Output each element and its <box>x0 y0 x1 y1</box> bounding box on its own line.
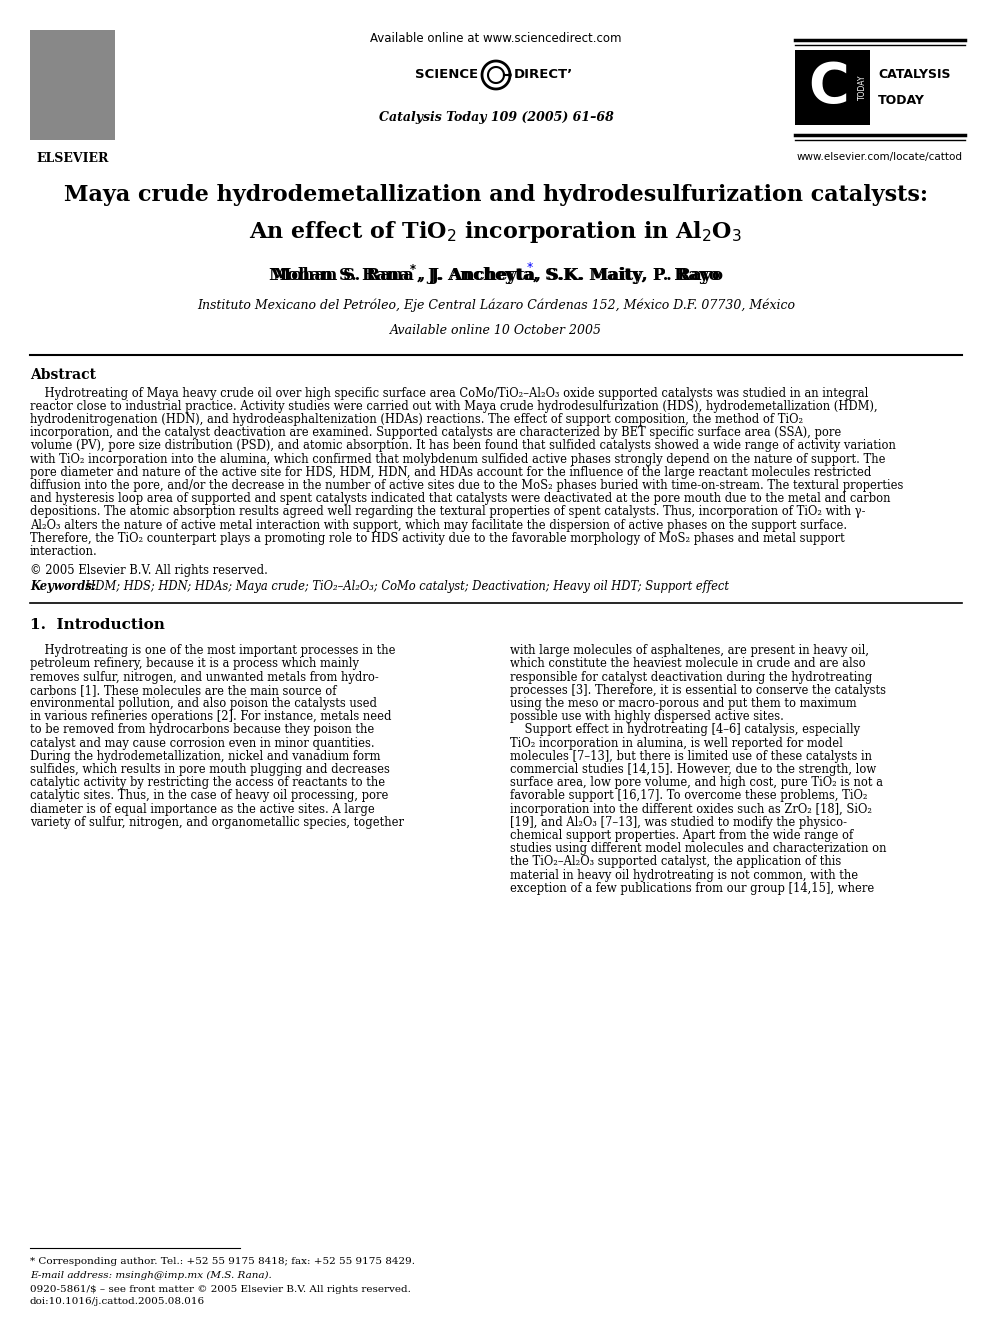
Text: Mohan S. Rana$^{\mathbf{*}}$, J. Ancheyta, S.K. Maity, P. Rayo: Mohan S. Rana$^{\mathbf{*}}$, J. Ancheyt… <box>268 263 724 287</box>
Text: chemical support properties. Apart from the wide range of: chemical support properties. Apart from … <box>510 830 853 841</box>
Text: Al₂O₃ alters the nature of active metal interaction with support, which may faci: Al₂O₃ alters the nature of active metal … <box>30 519 847 532</box>
Text: sulfides, which results in pore mouth plugging and decreases: sulfides, which results in pore mouth pl… <box>30 763 390 775</box>
Text: catalytic activity by restricting the access of reactants to the: catalytic activity by restricting the ac… <box>30 777 385 789</box>
Text: Available online 10 October 2005: Available online 10 October 2005 <box>390 324 602 336</box>
Text: 1.  Introduction: 1. Introduction <box>30 618 165 631</box>
Text: Keywords:: Keywords: <box>30 579 96 593</box>
Text: [19], and Al₂O₃ [7–13], was studied to modify the physico-: [19], and Al₂O₃ [7–13], was studied to m… <box>510 816 847 828</box>
Text: Catalysis Today 109 (2005) 61–68: Catalysis Today 109 (2005) 61–68 <box>379 111 613 124</box>
Text: volume (PV), pore size distribution (PSD), and atomic absorption. It has been fo: volume (PV), pore size distribution (PSD… <box>30 439 896 452</box>
Text: commercial studies [14,15]. However, due to the strength, low: commercial studies [14,15]. However, due… <box>510 763 876 775</box>
Text: Mohan S. Rana , J. Ancheyta, S.K. Maity, P. Rayo: Mohan S. Rana , J. Ancheyta, S.K. Maity,… <box>273 266 719 283</box>
Text: possible use with highly dispersed active sites.: possible use with highly dispersed activ… <box>510 710 784 724</box>
Text: in various refineries operations [2]. For instance, metals need: in various refineries operations [2]. Fo… <box>30 710 392 724</box>
Text: Support effect in hydrotreating [4–6] catalysis, especially: Support effect in hydrotreating [4–6] ca… <box>510 724 860 737</box>
Text: E-mail address: msingh@imp.mx (M.S. Rana).: E-mail address: msingh@imp.mx (M.S. Rana… <box>30 1270 272 1279</box>
Text: reactor close to industrial practice. Activity studies were carried out with May: reactor close to industrial practice. Ac… <box>30 400 878 413</box>
Text: catalyst and may cause corrosion even in minor quantities.: catalyst and may cause corrosion even in… <box>30 737 375 750</box>
Text: environmental pollution, and also poison the catalysts used: environmental pollution, and also poison… <box>30 697 377 710</box>
Text: *: * <box>527 262 533 274</box>
Text: incorporation into the different oxides such as ZrO₂ [18], SiO₂: incorporation into the different oxides … <box>510 803 872 815</box>
Text: molecules [7–13], but there is limited use of these catalysts in: molecules [7–13], but there is limited u… <box>510 750 872 762</box>
Text: carbons [1]. These molecules are the main source of: carbons [1]. These molecules are the mai… <box>30 684 336 697</box>
Text: doi:10.1016/j.cattod.2005.08.016: doi:10.1016/j.cattod.2005.08.016 <box>30 1297 205 1306</box>
Text: and hysteresis loop area of supported and spent catalysts indicated that catalys: and hysteresis loop area of supported an… <box>30 492 891 505</box>
Text: 0920-5861/$ – see front matter © 2005 Elsevier B.V. All rights reserved.: 0920-5861/$ – see front matter © 2005 El… <box>30 1285 411 1294</box>
Text: diffusion into the pore, and/or the decrease in the number of active sites due t: diffusion into the pore, and/or the decr… <box>30 479 904 492</box>
Text: © 2005 Elsevier B.V. All rights reserved.: © 2005 Elsevier B.V. All rights reserved… <box>30 564 268 577</box>
Text: Hydrotreating of Maya heavy crude oil over high specific surface area CoMo/TiO₂–: Hydrotreating of Maya heavy crude oil ov… <box>30 386 868 400</box>
Text: material in heavy oil hydrotreating is not common, with the: material in heavy oil hydrotreating is n… <box>510 868 858 881</box>
Text: interaction.: interaction. <box>30 545 98 558</box>
Text: with large molecules of asphaltenes, are present in heavy oil,: with large molecules of asphaltenes, are… <box>510 644 869 658</box>
Text: An effect of TiO$_2$ incorporation in Al$_2$O$_3$: An effect of TiO$_2$ incorporation in Al… <box>249 220 743 245</box>
Text: * Corresponding author. Tel.: +52 55 9175 8418; fax: +52 55 9175 8429.: * Corresponding author. Tel.: +52 55 917… <box>30 1257 415 1266</box>
Text: which constitute the heaviest molecule in crude and are also: which constitute the heaviest molecule i… <box>510 658 866 671</box>
Text: Therefore, the TiO₂ counterpart plays a promoting role to HDS activity due to th: Therefore, the TiO₂ counterpart plays a … <box>30 532 845 545</box>
Text: TiO₂ incorporation in alumina, is well reported for model: TiO₂ incorporation in alumina, is well r… <box>510 737 843 750</box>
Text: DIRECT’: DIRECT’ <box>514 69 573 82</box>
Text: variety of sulfur, nitrogen, and organometallic species, together: variety of sulfur, nitrogen, and organom… <box>30 816 404 828</box>
Bar <box>30 30 115 140</box>
Text: Available online at www.sciencedirect.com: Available online at www.sciencedirect.co… <box>370 32 622 45</box>
Text: using the meso or macro-porous and put them to maximum: using the meso or macro-porous and put t… <box>510 697 857 710</box>
Text: Hydrotreating is one of the most important processes in the: Hydrotreating is one of the most importa… <box>30 644 396 658</box>
Text: ELSEVIER: ELSEVIER <box>37 152 109 164</box>
Text: favorable support [16,17]. To overcome these problems, TiO₂: favorable support [16,17]. To overcome t… <box>510 790 867 802</box>
Text: www.elsevier.com/locate/cattod: www.elsevier.com/locate/cattod <box>797 152 963 161</box>
Text: Maya crude hydrodemetallization and hydrodesulfurization catalysts:: Maya crude hydrodemetallization and hydr… <box>64 184 928 206</box>
Text: catalytic sites. Thus, in the case of heavy oil processing, pore: catalytic sites. Thus, in the case of he… <box>30 790 389 802</box>
Text: TODAY: TODAY <box>857 75 866 101</box>
Text: During the hydrodemetallization, nickel and vanadium form: During the hydrodemetallization, nickel … <box>30 750 381 762</box>
Text: surface area, low pore volume, and high cost, pure TiO₂ is not a: surface area, low pore volume, and high … <box>510 777 883 789</box>
Text: petroleum refinery, because it is a process which mainly: petroleum refinery, because it is a proc… <box>30 658 359 671</box>
Text: HDM; HDS; HDN; HDAs; Maya crude; TiO₂–Al₂O₃; CoMo catalyst; Deactivation; Heavy : HDM; HDS; HDN; HDAs; Maya crude; TiO₂–Al… <box>78 579 729 593</box>
Text: with TiO₂ incorporation into the alumina, which confirmed that molybdenum sulfid: with TiO₂ incorporation into the alumina… <box>30 452 886 466</box>
Text: depositions. The atomic absorption results agreed well regarding the textural pr: depositions. The atomic absorption resul… <box>30 505 865 519</box>
Text: to be removed from hydrocarbons because they poison the: to be removed from hydrocarbons because … <box>30 724 374 737</box>
Bar <box>795 50 870 124</box>
Text: TODAY: TODAY <box>878 94 925 106</box>
Bar <box>30 30 115 140</box>
Text: processes [3]. Therefore, it is essential to conserve the catalysts: processes [3]. Therefore, it is essentia… <box>510 684 886 697</box>
Text: Abstract: Abstract <box>30 368 96 382</box>
Text: incorporation, and the catalyst deactivation are examined. Supported catalysts a: incorporation, and the catalyst deactiva… <box>30 426 841 439</box>
Text: studies using different model molecules and characterization on: studies using different model molecules … <box>510 843 887 855</box>
Text: C: C <box>808 61 849 115</box>
Text: responsible for catalyst deactivation during the hydrotreating: responsible for catalyst deactivation du… <box>510 671 872 684</box>
Text: exception of a few publications from our group [14,15], where: exception of a few publications from our… <box>510 881 874 894</box>
Text: pore diameter and nature of the active site for HDS, HDM, HDN, and HDAs account : pore diameter and nature of the active s… <box>30 466 871 479</box>
Text: Instituto Mexicano del Petróleo, Eje Central Lázaro Cárdenas 152, México D.F. 07: Instituto Mexicano del Petróleo, Eje Cen… <box>197 298 795 312</box>
Text: SCIENCE: SCIENCE <box>415 69 478 82</box>
Text: removes sulfur, nitrogen, and unwanted metals from hydro-: removes sulfur, nitrogen, and unwanted m… <box>30 671 379 684</box>
Text: the TiO₂–Al₂O₃ supported catalyst, the application of this: the TiO₂–Al₂O₃ supported catalyst, the a… <box>510 855 841 868</box>
Text: diameter is of equal importance as the active sites. A large: diameter is of equal importance as the a… <box>30 803 375 815</box>
Text: CATALYSIS: CATALYSIS <box>878 69 950 82</box>
Text: hydrodenitrogenation (HDN), and hydrodeasphaltenization (HDAs) reactions. The ef: hydrodenitrogenation (HDN), and hydrodea… <box>30 413 804 426</box>
